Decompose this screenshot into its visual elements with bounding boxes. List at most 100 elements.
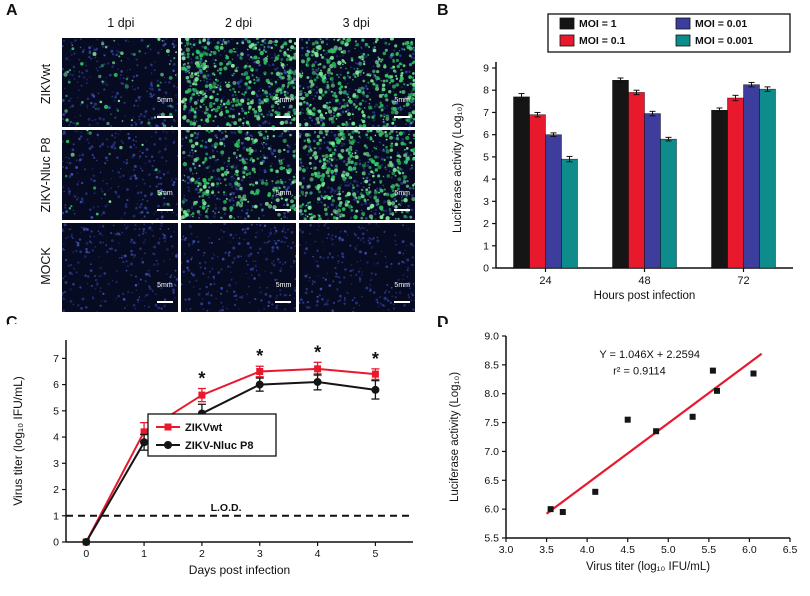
svg-text:MOI = 0.01: MOI = 0.01 [695, 18, 747, 30]
panel-a-label: A [6, 2, 18, 19]
svg-text:7.5: 7.5 [484, 417, 499, 429]
fluorescence-image [299, 38, 415, 128]
scale-bar: 5mm [156, 97, 173, 123]
svg-text:7.0: 7.0 [484, 446, 499, 458]
svg-text:3: 3 [483, 196, 489, 208]
svg-text:1: 1 [53, 510, 59, 522]
scale-bar-label: 5mm [394, 282, 410, 289]
panel-a-column-headers: 1 dpi 2 dpi 3 dpi [62, 16, 415, 30]
svg-text:MOI = 0.1: MOI = 0.1 [579, 35, 626, 47]
scale-bar-line [156, 208, 173, 211]
svg-text:Days post infection: Days post infection [189, 563, 290, 577]
row-label-zikvwt: ZIKVwt [39, 63, 53, 105]
svg-text:9.0: 9.0 [484, 331, 499, 343]
fluorescence-image [62, 222, 178, 312]
svg-text:5: 5 [372, 548, 378, 560]
svg-text:*: * [256, 346, 263, 366]
svg-text:4: 4 [315, 548, 321, 560]
svg-text:2: 2 [483, 218, 489, 230]
micrograph-mock-3dpi: 5mm [299, 222, 415, 312]
svg-text:0: 0 [53, 537, 59, 549]
scale-bar-line [275, 116, 292, 119]
micrograph-zikv-nluc-1dpi: 5mm [62, 130, 178, 220]
svg-text:6.0: 6.0 [742, 544, 757, 556]
svg-text:8.0: 8.0 [484, 388, 499, 400]
scale-bar-label: 5mm [394, 97, 410, 105]
svg-text:3.0: 3.0 [499, 544, 514, 556]
fluorescence-image [180, 130, 297, 220]
scale-bar: 5mm [275, 189, 292, 216]
fluorescence-image [62, 130, 178, 220]
svg-text:MOI = 1: MOI = 1 [579, 18, 617, 30]
svg-text:4: 4 [483, 174, 489, 186]
scale-bar-label: 5mm [275, 97, 292, 105]
panel-d-label: D [437, 314, 449, 331]
micrograph-zikv-nluc-2dpi: 5mm [180, 130, 297, 220]
svg-text:ZIKV-Nluc P8: ZIKV-Nluc P8 [185, 440, 253, 452]
svg-text:8.5: 8.5 [484, 359, 499, 371]
line-chart-growth-curve: 0 1 2 3 4 5 6 7 0 1 2 3 4 5 L.O.D. * * * * ZIKVwt ZIKV-Nluc … [8, 324, 436, 592]
row-label-mock: MOCK [39, 247, 53, 285]
svg-text:Y = 1.046X + 2.2594: Y = 1.046X + 2.2594 [599, 349, 700, 361]
svg-text:2: 2 [199, 548, 205, 560]
svg-text:1: 1 [141, 548, 147, 560]
svg-text:2: 2 [53, 484, 59, 496]
svg-text:ZIKVwt: ZIKVwt [185, 422, 223, 434]
scale-bar-label: 5mm [157, 189, 173, 197]
fluorescence-image [180, 38, 297, 128]
svg-text:4: 4 [53, 432, 59, 444]
micrograph-zikvwt-1dpi: 5mm [62, 38, 178, 128]
svg-text:5.5: 5.5 [702, 544, 717, 556]
svg-text:Hours post infection: Hours post infection [594, 290, 696, 302]
bar-chart-luciferase-activity: 0 1 2 3 4 5 6 7 8 9 24 48 72 Hours post infection Luci… [448, 10, 803, 310]
scatter-plot-correlation: 5.5 6.0 6.5 7.0 7.5 8.0 8.5 9.0 3.0 3.5 4.0 4.5 5.0 5… [442, 324, 807, 592]
svg-text:6.0: 6.0 [484, 504, 499, 516]
micrograph-zikvwt-2dpi: 5mm [180, 38, 297, 128]
svg-text:3.5: 3.5 [539, 544, 554, 556]
svg-text:6: 6 [483, 129, 489, 141]
scale-bar: 5mm [156, 189, 173, 216]
panel-c-label: C [6, 314, 18, 331]
svg-text:48: 48 [638, 275, 650, 287]
scale-bar: 5mm [393, 189, 410, 216]
micrograph-zikv-nluc-3dpi: 5mm [299, 130, 415, 220]
fluorescence-image [299, 222, 415, 312]
scale-bar: 5mm [393, 282, 410, 308]
svg-text:Luciferase activity (Log₁₀): Luciferase activity (Log₁₀) [452, 103, 464, 233]
svg-text:7: 7 [53, 353, 59, 365]
scale-bar-line [156, 301, 173, 303]
svg-text:MOI = 0.001: MOI = 0.001 [695, 35, 753, 47]
svg-text:r² = 0.9114: r² = 0.9114 [613, 366, 666, 378]
panel-b-label: B [437, 2, 449, 19]
col-header-3dpi: 3 dpi [342, 16, 370, 30]
scale-bar-line [393, 301, 410, 303]
svg-text:*: * [198, 369, 205, 389]
svg-text:4.0: 4.0 [580, 544, 595, 556]
svg-text:5: 5 [483, 151, 489, 163]
svg-text:6.5: 6.5 [484, 475, 499, 487]
svg-text:0: 0 [83, 548, 89, 560]
scale-bar-label: 5mm [394, 189, 410, 197]
scale-bar-line [393, 116, 410, 119]
col-header-1dpi: 1 dpi [107, 16, 135, 30]
fluorescence-image [299, 130, 415, 220]
fluorescence-image [180, 222, 297, 312]
svg-text:5.5: 5.5 [484, 533, 499, 545]
svg-text:L.O.D.: L.O.D. [211, 502, 242, 514]
scale-bar-label: 5mm [157, 97, 173, 105]
svg-text:6.5: 6.5 [783, 544, 798, 556]
svg-text:4.5: 4.5 [620, 544, 635, 556]
scale-bar-label: 5mm [275, 282, 292, 289]
micrograph-mock-1dpi: 5mm [62, 222, 178, 312]
scale-bar-line [156, 116, 173, 119]
fluorescence-image [62, 38, 178, 128]
col-header-2dpi: 2 dpi [224, 16, 253, 30]
svg-text:Virus titer (log₁₀ IFU/mL): Virus titer (log₁₀ IFU/mL) [11, 376, 25, 506]
scale-bar-line [275, 208, 292, 211]
scale-bar: 5mm [156, 282, 173, 308]
svg-text:1: 1 [483, 240, 489, 252]
svg-text:5.0: 5.0 [661, 544, 676, 556]
scale-bar: 5mm [275, 97, 292, 123]
scale-bar-label: 5mm [275, 189, 292, 197]
